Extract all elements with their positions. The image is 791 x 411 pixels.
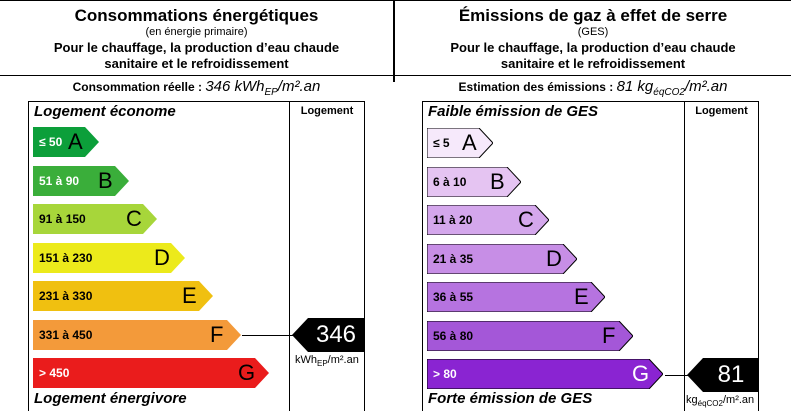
ges-class-letter-f: F <box>602 322 616 348</box>
ges-indicator-unit: kgéqCO2/m².an <box>686 394 755 409</box>
ges-logement-column <box>684 101 759 411</box>
ges-class-bar-d: 21 à 35 D <box>427 243 577 274</box>
ges-class-bar-b: 6 à 10 B <box>427 166 521 197</box>
ges-class-range-d: 21 à 35 <box>433 251 474 266</box>
ges-class-bar-e: 36 à 55 E <box>427 282 605 312</box>
energy-logement-column <box>289 101 365 411</box>
energy-class-range-c: 91 à 150 <box>39 212 86 226</box>
energy-indicator-value: 346 <box>315 321 357 348</box>
energy-class-letter-a: A <box>68 129 83 154</box>
ges-real-value: 81 kgéqCO2/m².an <box>616 78 728 98</box>
ges-description-line1: Pour le chauffage, la production d’eau c… <box>450 40 736 55</box>
ges-class-range-a: ≤ 5 <box>433 136 450 150</box>
ges-class-range-g: > 80 <box>433 367 457 381</box>
ges-class-range-e: 36 à 55 <box>433 290 474 304</box>
ges-class-bar-f: 56 à 80 F <box>427 320 633 351</box>
energy-logement-header: Logement <box>300 105 354 117</box>
ges-real-emissions: Estimation des émissions : 81 kgéqCO2/m²… <box>395 78 791 102</box>
energy-class-bar-e: 231 à 330 E <box>33 281 213 311</box>
ges-class-letter-b: B <box>490 168 505 194</box>
ges-class-range-f: 56 à 80 <box>433 328 474 343</box>
ges-class-range-b: 6 à 10 <box>433 174 467 189</box>
ges-class-letter-c: C <box>518 207 534 232</box>
energy-class-letter-f: F <box>210 321 224 347</box>
energy-class-range-b: 51 à 90 <box>39 173 80 188</box>
header-rule <box>0 75 791 76</box>
ges-title: Émissions de gaz à effet de serre <box>458 6 728 25</box>
energy-indicator-unit: kWhEP/m².an <box>295 354 359 369</box>
energy-class-letter-g: G <box>238 360 256 385</box>
ges-top-caption: Faible émission de GES <box>428 103 599 120</box>
energy-panel: Consommations énergétiques (en énergie p… <box>0 0 393 411</box>
energy-class-range-g: > 450 <box>39 366 70 380</box>
ges-subtitle: (GES) <box>577 26 609 38</box>
energy-class-range-f: 331 à 450 <box>39 327 93 342</box>
ges-class-letter-d: D <box>546 245 562 271</box>
energy-real-label: Consommation réelle : <box>72 80 202 94</box>
ges-class-bar-c: 11 à 20 C <box>427 205 549 235</box>
energy-class-bar-d: 151 à 230 D <box>33 242 185 273</box>
energy-class-bar-b: 51 à 90 B <box>33 165 129 196</box>
ges-indicator: 81 <box>687 358 759 392</box>
top-rule <box>0 0 791 1</box>
energy-class-bar-g: > 450 G <box>33 358 269 388</box>
energy-description: Pour le chauffage, la production d’eau c… <box>0 40 393 72</box>
energy-title: Consommations énergétiques <box>74 6 319 25</box>
ges-scale-frame <box>422 101 759 411</box>
ges-class-letter-e: E <box>574 284 589 309</box>
energy-class-bar-c: 91 à 150 C <box>33 204 157 234</box>
energy-subtitle: (en énergie primaire) <box>145 26 248 38</box>
ges-indicator-connector <box>665 375 690 376</box>
ges-real-label: Estimation des émissions : <box>458 80 614 94</box>
energy-class-letter-e: E <box>182 283 197 308</box>
energy-class-letter-b: B <box>98 167 113 193</box>
energy-description-line2: sanitaire et le refroidissement <box>104 56 289 71</box>
energy-class-range-e: 231 à 330 <box>39 289 93 303</box>
energy-bottom-caption: Logement énergivore <box>34 390 187 407</box>
energy-class-range-d: 151 à 230 <box>39 250 93 265</box>
ges-description-line2: sanitaire et le refroidissement <box>500 56 686 71</box>
ges-class-range-c: 11 à 20 <box>433 213 473 227</box>
energy-class-bar-f: 331 à 450 F <box>33 319 241 350</box>
ges-panel: Émissions de gaz à effet de serre (GES) … <box>395 0 791 411</box>
energy-description-line1: Pour le chauffage, la production d’eau c… <box>53 40 340 55</box>
energy-real-consumption: Consommation réelle : 346 kWhEP/m².an <box>0 78 393 102</box>
ges-indicator-value: 81 <box>717 361 745 388</box>
energy-top-caption: Logement économe <box>34 103 176 120</box>
ges-class-letter-g: G <box>632 361 650 386</box>
energy-class-letter-c: C <box>126 206 142 231</box>
ges-logement-header: Logement <box>695 105 748 117</box>
ges-bottom-caption: Forte émission de GES <box>428 390 593 407</box>
ges-class-bar-g: > 80 G <box>427 359 663 389</box>
energy-real-value: 346 kWhEP/m².an <box>205 78 321 98</box>
energy-class-bar-a: ≤ 50 A <box>33 127 99 157</box>
energy-class-range-a: ≤ 50 <box>39 135 63 149</box>
energy-scale-frame <box>28 101 365 411</box>
energy-indicator-connector <box>242 335 295 336</box>
ges-description: Pour le chauffage, la production d’eau c… <box>395 40 791 72</box>
header-divider <box>393 0 395 82</box>
ges-class-bar-a: ≤ 5 A <box>427 128 493 158</box>
energy-indicator: 346 <box>292 318 364 352</box>
energy-class-letter-d: D <box>154 244 170 270</box>
ges-class-letter-a: A <box>462 130 477 155</box>
